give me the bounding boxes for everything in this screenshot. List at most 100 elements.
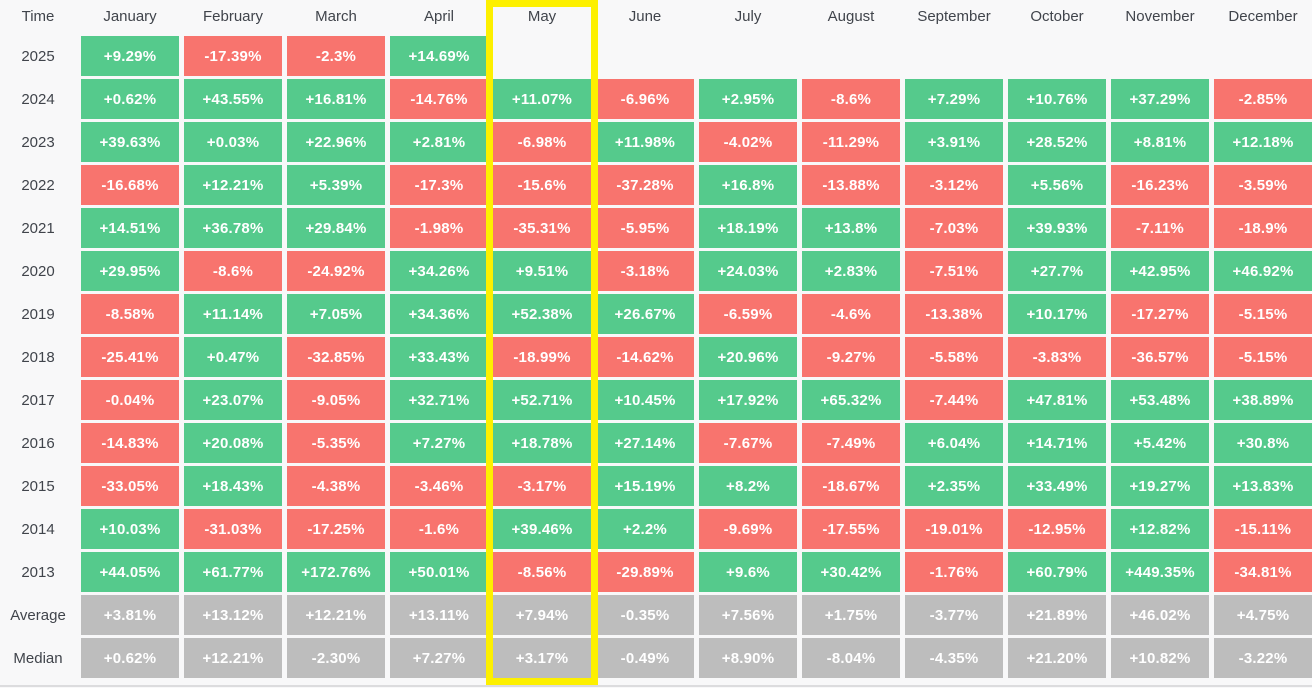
- value-cell-2025-january: +9.29%: [81, 36, 179, 76]
- value-cell-median-february: +12.21%: [184, 638, 282, 678]
- value-cell-2016-september: +6.04%: [905, 423, 1003, 463]
- value-cell-2016-october: +14.71%: [1008, 423, 1106, 463]
- value-cell-average-november: +46.02%: [1111, 595, 1209, 635]
- value-cell-2014-february: -31.03%: [184, 509, 282, 549]
- value-cell-2020-july: +24.03%: [699, 251, 797, 291]
- value-cell-2024-august: -8.6%: [802, 79, 900, 119]
- column-header-october: October: [1030, 8, 1084, 25]
- value-cell-2013-may: -8.56%: [493, 552, 591, 592]
- value-cell-2017-january: -0.04%: [81, 380, 179, 420]
- value-cell-2019-may: +52.38%: [493, 294, 591, 334]
- value-cell-2019-november: -17.27%: [1111, 294, 1209, 334]
- value-cell-2016-august: -7.49%: [802, 423, 900, 463]
- value-cell-2017-march: -9.05%: [287, 380, 385, 420]
- value-cell-2022-june: -37.28%: [596, 165, 694, 205]
- value-cell-2017-december: +38.89%: [1214, 380, 1312, 420]
- value-cell-2014-september: -19.01%: [905, 509, 1003, 549]
- value-cell-2018-may: -18.99%: [493, 337, 591, 377]
- value-cell-2013-november: +449.35%: [1111, 552, 1209, 592]
- value-cell-2019-april: +34.36%: [390, 294, 488, 334]
- value-cell-2020-january: +29.95%: [81, 251, 179, 291]
- value-cell-2025-june: [596, 36, 694, 76]
- value-cell-2014-april: -1.6%: [390, 509, 488, 549]
- value-cell-2023-november: +8.81%: [1111, 122, 1209, 162]
- value-cell-2014-december: -15.11%: [1214, 509, 1312, 549]
- value-cell-2018-march: -32.85%: [287, 337, 385, 377]
- value-cell-average-april: +13.11%: [390, 595, 488, 635]
- row-label-2013: 2013: [21, 563, 55, 581]
- column-header-february: February: [202, 8, 264, 25]
- value-cell-2020-march: -24.92%: [287, 251, 385, 291]
- value-cell-2018-february: +0.47%: [184, 337, 282, 377]
- value-cell-2014-march: -17.25%: [287, 509, 385, 549]
- bottom-divider: [0, 685, 1312, 687]
- value-cell-2023-march: +22.96%: [287, 122, 385, 162]
- value-cell-2022-february: +12.21%: [184, 165, 282, 205]
- value-cell-2019-october: +10.17%: [1008, 294, 1106, 334]
- value-cell-2013-february: +61.77%: [184, 552, 282, 592]
- value-cell-2024-november: +37.29%: [1111, 79, 1209, 119]
- value-cell-median-march: -2.30%: [287, 638, 385, 678]
- column-header-december: December: [1228, 8, 1298, 25]
- value-cell-2025-october: [1008, 36, 1106, 76]
- value-cell-2025-may: [493, 36, 591, 76]
- value-cell-2021-october: +39.93%: [1008, 208, 1106, 248]
- value-cell-2014-june: +2.2%: [596, 509, 694, 549]
- value-cell-2014-october: -12.95%: [1008, 509, 1106, 549]
- value-cell-2016-november: +5.42%: [1111, 423, 1209, 463]
- value-cell-2022-november: -16.23%: [1111, 165, 1209, 205]
- value-cell-2021-june: -5.95%: [596, 208, 694, 248]
- value-cell-2017-november: +53.48%: [1111, 380, 1209, 420]
- value-cell-2016-december: +30.8%: [1214, 423, 1312, 463]
- value-cell-2020-april: +34.26%: [390, 251, 488, 291]
- value-cell-2015-august: -18.67%: [802, 466, 900, 506]
- value-cell-2014-july: -9.69%: [699, 509, 797, 549]
- column-header-june: June: [628, 8, 662, 25]
- value-cell-2015-april: -3.46%: [390, 466, 488, 506]
- value-cell-median-august: -8.04%: [802, 638, 900, 678]
- value-cell-2018-august: -9.27%: [802, 337, 900, 377]
- value-cell-2020-june: -3.18%: [596, 251, 694, 291]
- row-label-2023: 2023: [21, 133, 55, 151]
- value-cell-2020-may: +9.51%: [493, 251, 591, 291]
- row-label-2014: 2014: [21, 520, 55, 538]
- value-cell-2017-october: +47.81%: [1008, 380, 1106, 420]
- value-cell-2013-march: +172.76%: [287, 552, 385, 592]
- value-cell-2017-february: +23.07%: [184, 380, 282, 420]
- value-cell-2025-august: [802, 36, 900, 76]
- value-cell-2023-july: -4.02%: [699, 122, 797, 162]
- row-label-median: Median: [13, 649, 63, 667]
- value-cell-average-december: +4.75%: [1214, 595, 1312, 635]
- value-cell-2025-march: -2.3%: [287, 36, 385, 76]
- value-cell-2015-june: +15.19%: [596, 466, 694, 506]
- value-cell-2019-september: -13.38%: [905, 294, 1003, 334]
- value-cell-2016-june: +27.14%: [596, 423, 694, 463]
- value-cell-2014-august: -17.55%: [802, 509, 900, 549]
- value-cell-2024-june: -6.96%: [596, 79, 694, 119]
- value-cell-2020-february: -8.6%: [184, 251, 282, 291]
- row-label-2016: 2016: [21, 434, 55, 452]
- value-cell-2024-may: +11.07%: [493, 79, 591, 119]
- value-cell-2025-july: [699, 36, 797, 76]
- value-cell-2015-february: +18.43%: [184, 466, 282, 506]
- value-cell-2018-november: -36.57%: [1111, 337, 1209, 377]
- value-cell-2018-december: -5.15%: [1214, 337, 1312, 377]
- value-cell-2024-october: +10.76%: [1008, 79, 1106, 119]
- value-cell-2015-december: +13.83%: [1214, 466, 1312, 506]
- value-cell-2017-june: +10.45%: [596, 380, 694, 420]
- value-cell-2013-september: -1.76%: [905, 552, 1003, 592]
- value-cell-2025-february: -17.39%: [184, 36, 282, 76]
- value-cell-2014-november: +12.82%: [1111, 509, 1209, 549]
- row-label-average: Average: [10, 606, 66, 624]
- value-cell-2022-december: -3.59%: [1214, 165, 1312, 205]
- column-header-time: Time: [21, 8, 55, 25]
- value-cell-2019-february: +11.14%: [184, 294, 282, 334]
- value-cell-2022-july: +16.8%: [699, 165, 797, 205]
- column-header-november: November: [1125, 8, 1195, 25]
- value-cell-2020-september: -7.51%: [905, 251, 1003, 291]
- value-cell-median-april: +7.27%: [390, 638, 488, 678]
- value-cell-2020-december: +46.92%: [1214, 251, 1312, 291]
- value-cell-average-march: +12.21%: [287, 595, 385, 635]
- value-cell-2015-september: +2.35%: [905, 466, 1003, 506]
